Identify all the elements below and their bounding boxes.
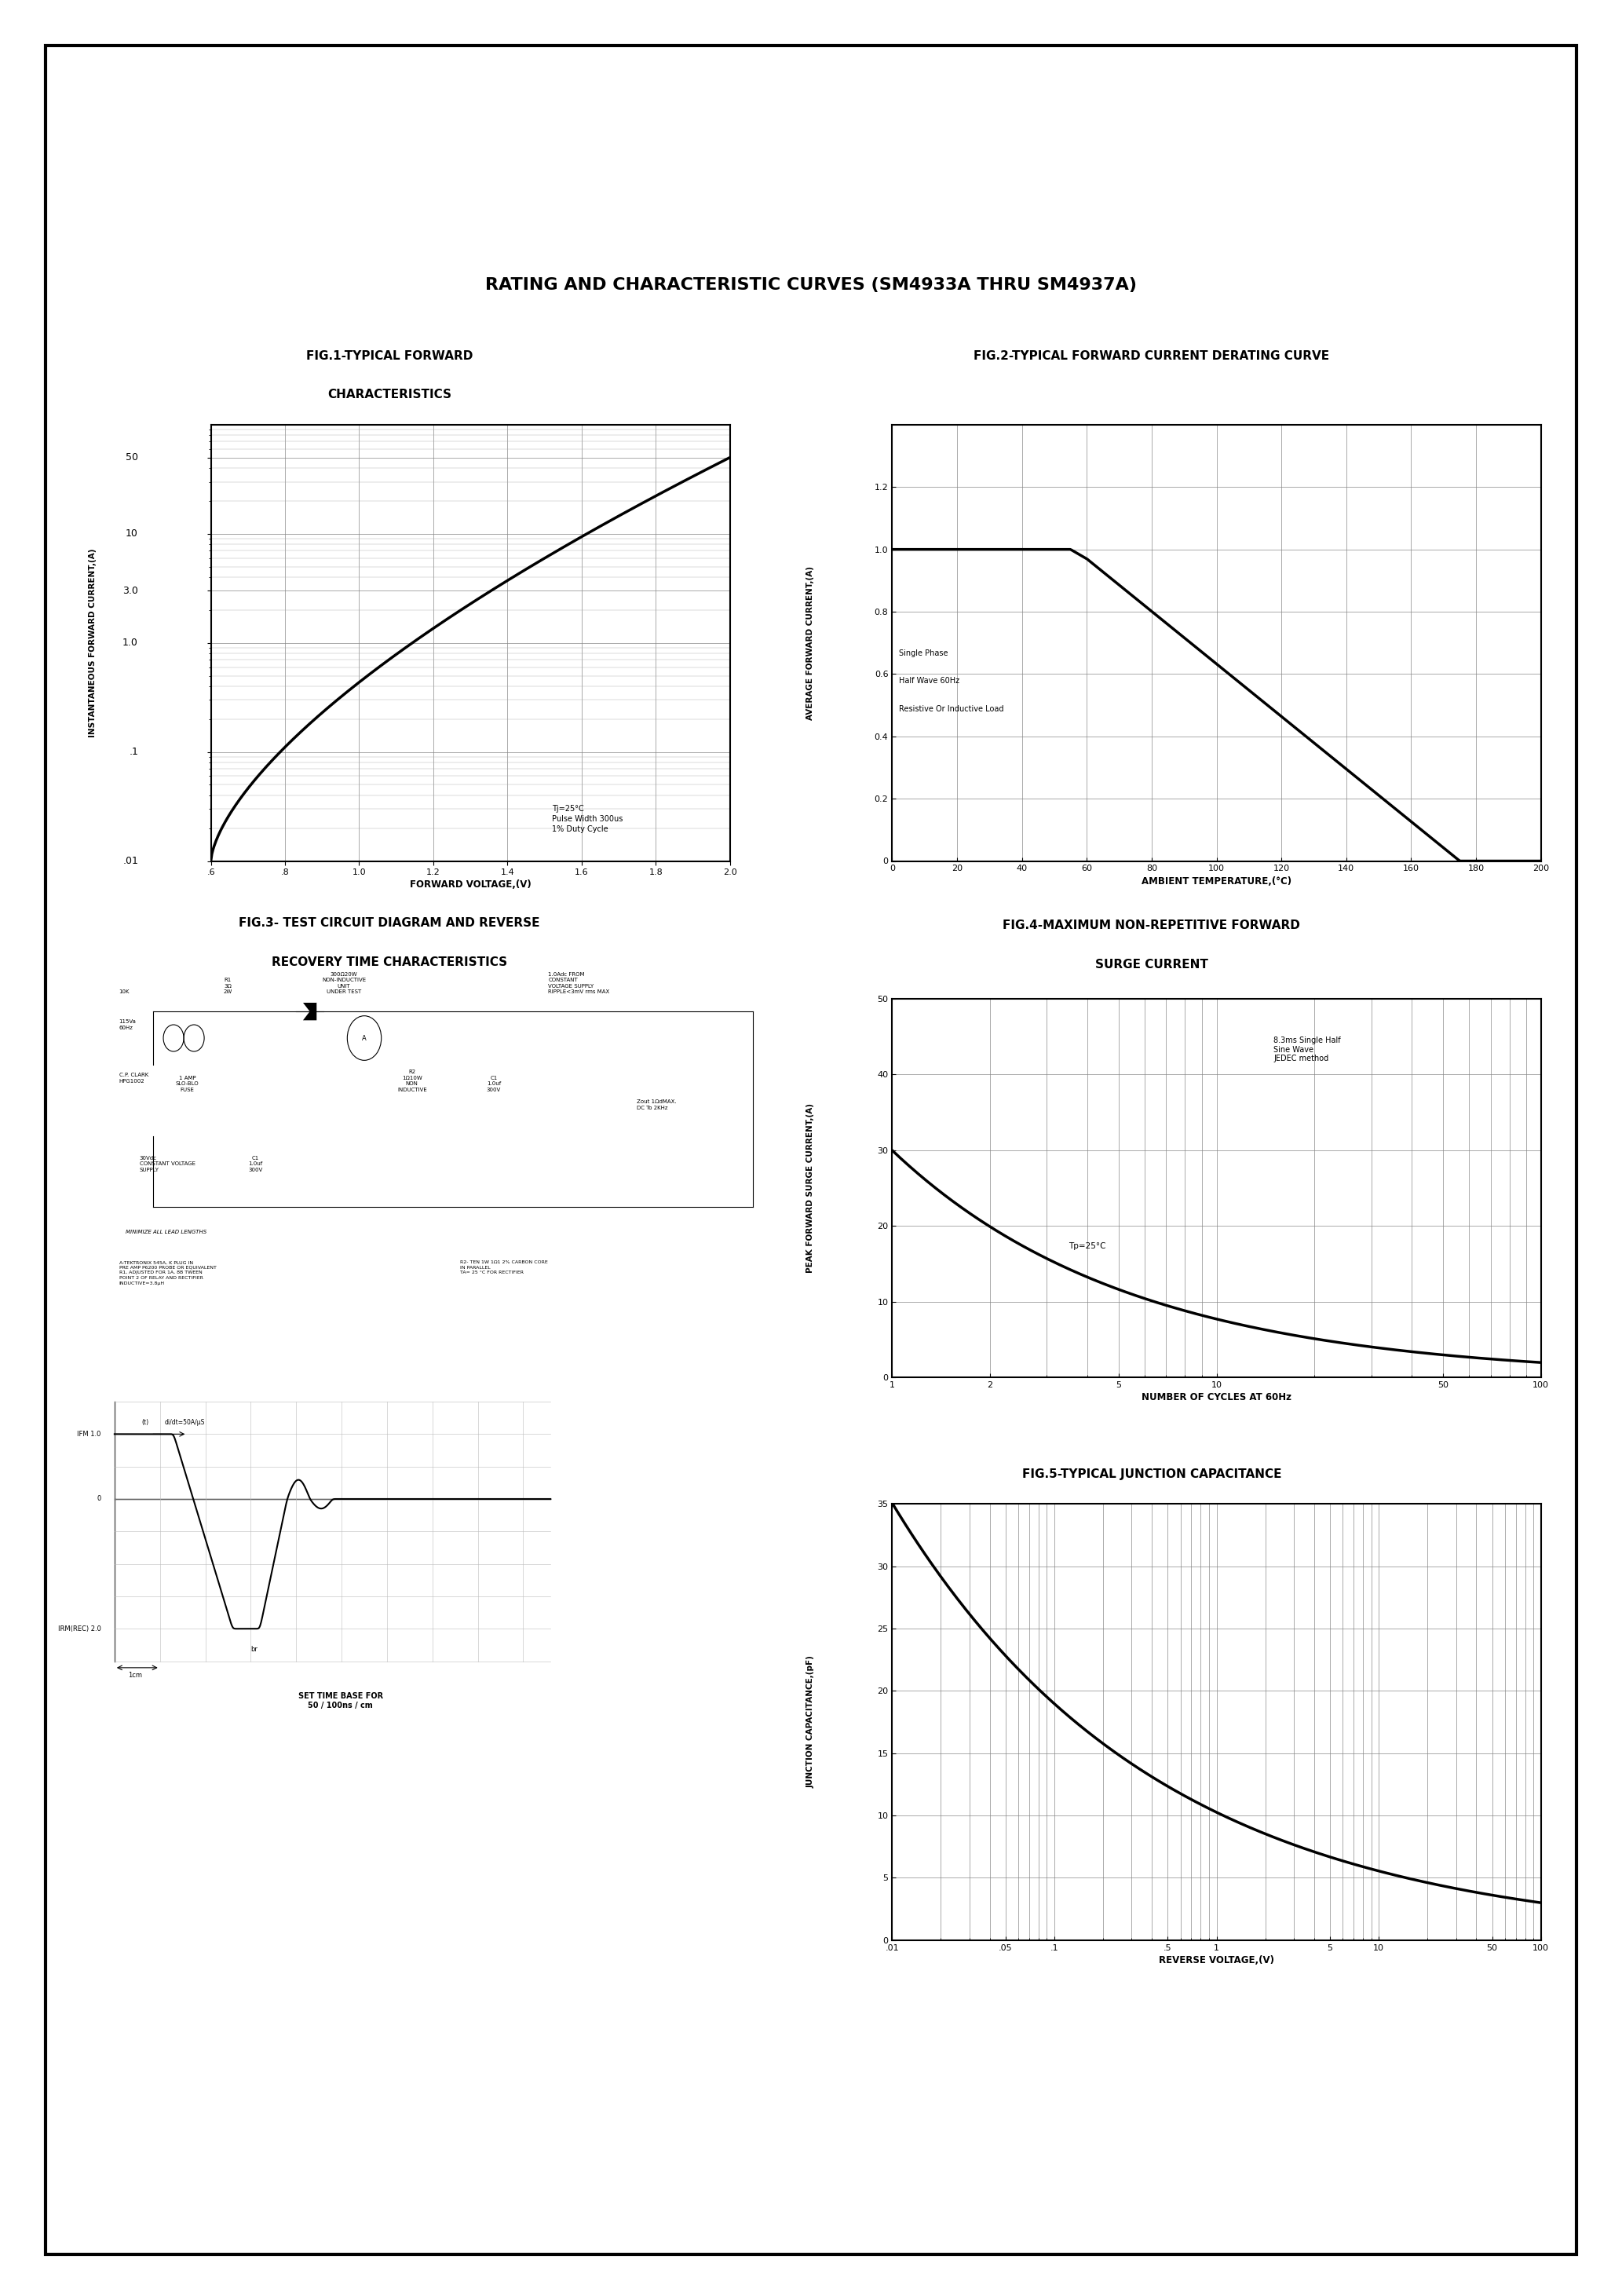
Text: SURGE CURRENT: SURGE CURRENT <box>1095 957 1208 971</box>
Text: 1.0: 1.0 <box>123 638 138 647</box>
Polygon shape <box>303 1003 316 1019</box>
Text: FIG.1-TYPICAL FORWARD: FIG.1-TYPICAL FORWARD <box>307 349 472 363</box>
Text: 8.3ms Single Half
Sine Wave
JEDEC method: 8.3ms Single Half Sine Wave JEDEC method <box>1273 1038 1341 1063</box>
Text: A-TEKTRONIX 545A, K PLUG IN
PRE AMP P6200 PROBE OR EQUIVALENT
R1, ADJUSTED FOR 1: A-TEKTRONIX 545A, K PLUG IN PRE AMP P620… <box>118 1261 216 1286</box>
Text: RECOVERY TIME CHARACTERISTICS: RECOVERY TIME CHARACTERISTICS <box>271 955 508 969</box>
Text: 1.0Adc FROM
CONSTANT
VOLTAGE SUPPLY
RIPPLE<3mV rms MAX: 1.0Adc FROM CONSTANT VOLTAGE SUPPLY RIPP… <box>548 971 610 994</box>
Text: C1
1.0uf
300V: C1 1.0uf 300V <box>248 1155 263 1173</box>
Text: 1 AMP
SLO-BLO
FUSE: 1 AMP SLO-BLO FUSE <box>175 1077 200 1093</box>
Polygon shape <box>303 1003 316 1019</box>
Text: .1: .1 <box>128 746 138 758</box>
Text: A: A <box>362 1035 367 1042</box>
Text: FIG.4-MAXIMUM NON-REPETITIVE FORWARD: FIG.4-MAXIMUM NON-REPETITIVE FORWARD <box>1002 918 1301 932</box>
Text: Tj=25°C
Pulse Width 300us
1% Duty Cycle: Tj=25°C Pulse Width 300us 1% Duty Cycle <box>551 804 623 833</box>
Text: 1cm: 1cm <box>128 1671 143 1678</box>
Text: R1
3Ω
2W: R1 3Ω 2W <box>224 978 232 994</box>
Text: 50: 50 <box>125 452 138 464</box>
Text: br: br <box>251 1646 258 1653</box>
X-axis label: FORWARD VOLTAGE,(V): FORWARD VOLTAGE,(V) <box>410 879 530 891</box>
Text: 115Va
60Hz: 115Va 60Hz <box>118 1019 136 1031</box>
Text: IRM(REC) 2.0: IRM(REC) 2.0 <box>58 1626 101 1632</box>
Text: Tp=25°C: Tp=25°C <box>1069 1242 1106 1251</box>
Y-axis label: JUNCTION CAPACITANCE,(pF): JUNCTION CAPACITANCE,(pF) <box>806 1655 814 1789</box>
Text: 300Ω20W
NON-INDUCTIVE
UNIT
UNDER TEST: 300Ω20W NON-INDUCTIVE UNIT UNDER TEST <box>321 971 367 994</box>
Text: C1
1.0uf
300V: C1 1.0uf 300V <box>487 1077 501 1093</box>
Text: 10: 10 <box>127 528 138 540</box>
Text: R2- TEN 1W 1Ω1 2% CARBON CORE
IN PARALLEL
TA= 25 °C FOR RECTIFIER: R2- TEN 1W 1Ω1 2% CARBON CORE IN PARALLE… <box>459 1261 547 1274</box>
Text: R2
1Ω10W
NON
INDUCTIVE: R2 1Ω10W NON INDUCTIVE <box>397 1070 427 1093</box>
Text: Zout 1ΩdMAX.
DC To 2KHz: Zout 1ΩdMAX. DC To 2KHz <box>637 1100 676 1109</box>
Text: Single Phase: Single Phase <box>899 650 947 657</box>
Text: SET TIME BASE FOR
50 / 100ns / cm: SET TIME BASE FOR 50 / 100ns / cm <box>298 1692 383 1708</box>
X-axis label: REVERSE VOLTAGE,(V): REVERSE VOLTAGE,(V) <box>1158 1956 1275 1965</box>
Text: IFM 1.0: IFM 1.0 <box>76 1430 101 1437</box>
X-axis label: NUMBER OF CYCLES AT 60Hz: NUMBER OF CYCLES AT 60Hz <box>1142 1394 1291 1403</box>
Text: FIG.2-TYPICAL FORWARD CURRENT DERATING CURVE: FIG.2-TYPICAL FORWARD CURRENT DERATING C… <box>973 349 1330 363</box>
Text: 10K: 10K <box>118 990 130 994</box>
Text: C.P. CLARK
HPG1002: C.P. CLARK HPG1002 <box>118 1072 148 1084</box>
X-axis label: AMBIENT TEMPERATURE,(°C): AMBIENT TEMPERATURE,(°C) <box>1142 877 1291 886</box>
Text: Resistive Or Inductive Load: Resistive Or Inductive Load <box>899 705 1004 714</box>
Y-axis label: AVERAGE FORWARD CURRENT,(A): AVERAGE FORWARD CURRENT,(A) <box>806 565 814 721</box>
Text: .01: .01 <box>123 856 138 866</box>
Text: FIG.5-TYPICAL JUNCTION CAPACITANCE: FIG.5-TYPICAL JUNCTION CAPACITANCE <box>1022 1467 1281 1481</box>
Text: di/dt=50A/μS: di/dt=50A/μS <box>164 1419 204 1426</box>
Text: 3.0: 3.0 <box>123 585 138 597</box>
Text: 30Vdc
CONSTANT VOLTAGE
SUPPLY: 30Vdc CONSTANT VOLTAGE SUPPLY <box>139 1155 195 1173</box>
Text: FIG.3- TEST CIRCUIT DIAGRAM AND REVERSE: FIG.3- TEST CIRCUIT DIAGRAM AND REVERSE <box>238 916 540 930</box>
Text: Half Wave 60Hz: Half Wave 60Hz <box>899 677 959 684</box>
Text: 0: 0 <box>97 1495 101 1502</box>
Y-axis label: PEAK FORWARD SURGE CURRENT,(A): PEAK FORWARD SURGE CURRENT,(A) <box>806 1104 814 1272</box>
Text: MINIMIZE ALL LEAD LENGTHS: MINIMIZE ALL LEAD LENGTHS <box>127 1231 208 1235</box>
Y-axis label: INSTANTANEOUS FORWARD CURRENT,(A): INSTANTANEOUS FORWARD CURRENT,(A) <box>89 549 97 737</box>
Text: (t): (t) <box>141 1419 149 1426</box>
Text: RATING AND CHARACTERISTIC CURVES (SM4933A THRU SM4937A): RATING AND CHARACTERISTIC CURVES (SM4933… <box>485 278 1137 292</box>
Text: CHARACTERISTICS: CHARACTERISTICS <box>328 388 451 402</box>
